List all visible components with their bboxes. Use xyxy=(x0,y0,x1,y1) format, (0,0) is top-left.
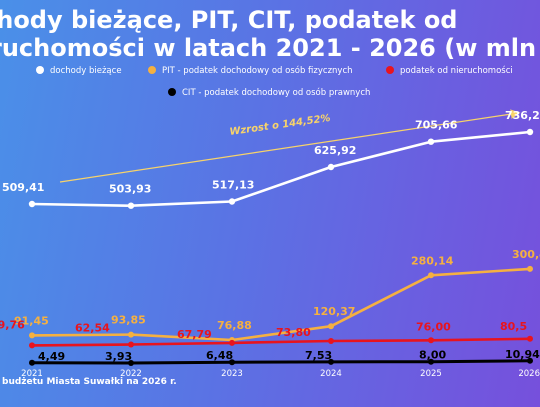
source-note: budżetu Miasta Suwałki na 2026 r. xyxy=(2,377,177,387)
plot-area: 509,41 503,93 517,13 625,92 705,66 736,2 91,45… xyxy=(0,109,540,366)
data-point xyxy=(128,341,134,348)
data-point xyxy=(128,331,134,338)
growth-annotation: Wzrost o 144,52% xyxy=(229,113,331,138)
legend-label: CIT - podatek dochodowy od osób prawnych xyxy=(182,87,370,98)
data-point xyxy=(428,358,434,365)
x-tick-label: 2024 xyxy=(320,369,342,379)
data-label: 67,79 xyxy=(177,328,212,341)
legend-marker xyxy=(386,66,394,74)
data-label: 91,45 xyxy=(14,314,49,327)
data-label: 93,85 xyxy=(111,314,146,327)
chart-title-line1: chody bieżące, PIT, CIT, podatek od xyxy=(0,6,458,34)
data-point xyxy=(328,323,334,330)
x-tick-label: 2022 xyxy=(120,369,142,379)
data-label: 300,4 xyxy=(512,248,540,261)
legend-marker xyxy=(148,66,156,74)
data-point xyxy=(327,163,335,171)
series-line-0 xyxy=(31,130,531,207)
growth-arrow xyxy=(59,109,521,183)
data-label: 517,13 xyxy=(212,179,254,192)
data-label: 509,41 xyxy=(2,181,44,194)
x-tick-label: 2025 xyxy=(420,369,442,379)
data-label: 120,37 xyxy=(313,305,355,318)
data-point xyxy=(527,265,533,272)
legend-label: dochody bieżące xyxy=(50,66,122,76)
data-label: 73,80 xyxy=(276,326,311,339)
data-point xyxy=(527,357,533,364)
x-tick-label: 2026 xyxy=(518,369,540,379)
data-point xyxy=(228,198,236,205)
data-label: 736,2 xyxy=(505,109,540,122)
data-label: 705,66 xyxy=(415,119,458,132)
data-point xyxy=(328,358,334,365)
data-label: 76,00 xyxy=(416,320,451,333)
chart-title-line2: ruchomości w latach 2021 - 2026 (w mln z xyxy=(0,34,540,62)
data-point xyxy=(28,200,36,208)
data-label: 503,93 xyxy=(109,183,151,196)
legend: dochody bieżące PIT - podatek dochodowy o… xyxy=(36,65,513,98)
data-label: 7,53 xyxy=(305,349,332,362)
x-tick-label: 2023 xyxy=(221,369,243,379)
data-point xyxy=(527,335,533,342)
data-label: 76,88 xyxy=(217,319,252,332)
data-point xyxy=(229,339,235,346)
data-point xyxy=(29,332,35,339)
data-point xyxy=(127,202,135,209)
series-line-3 xyxy=(31,359,531,365)
data-point xyxy=(328,338,334,344)
data-label: 6,48 xyxy=(206,349,233,362)
legend-marker xyxy=(36,66,44,74)
data-label: 3,93 xyxy=(105,350,132,363)
x-tick-label: 2021 xyxy=(21,369,43,379)
series-line-2 xyxy=(31,337,531,347)
data-label: 625,92 xyxy=(314,144,356,157)
data-label: 59,76 xyxy=(0,318,25,331)
data-label: 80,5 xyxy=(500,320,527,333)
data-point xyxy=(128,360,134,366)
data-label: 62,54 xyxy=(75,322,110,335)
data-point xyxy=(29,359,35,366)
data-label: 8,00 xyxy=(419,349,446,362)
data-point xyxy=(229,359,235,366)
data-point xyxy=(427,138,435,145)
legend-label: PIT - podatek dochodowy od osób fizyczny… xyxy=(162,65,353,76)
series-line-1 xyxy=(31,267,531,342)
x-axis: 2021 2022 2023 2024 2025 2026 xyxy=(21,369,540,379)
data-point xyxy=(526,128,534,136)
data-point xyxy=(29,342,35,349)
data-label: 4,49 xyxy=(38,350,65,363)
data-point xyxy=(428,337,434,344)
legend-marker xyxy=(168,88,176,96)
data-label: 280,14 xyxy=(411,254,454,267)
data-label: 10,94 xyxy=(505,348,540,361)
data-point xyxy=(428,272,434,279)
legend-label: podatek od nieruchomości xyxy=(400,65,513,76)
